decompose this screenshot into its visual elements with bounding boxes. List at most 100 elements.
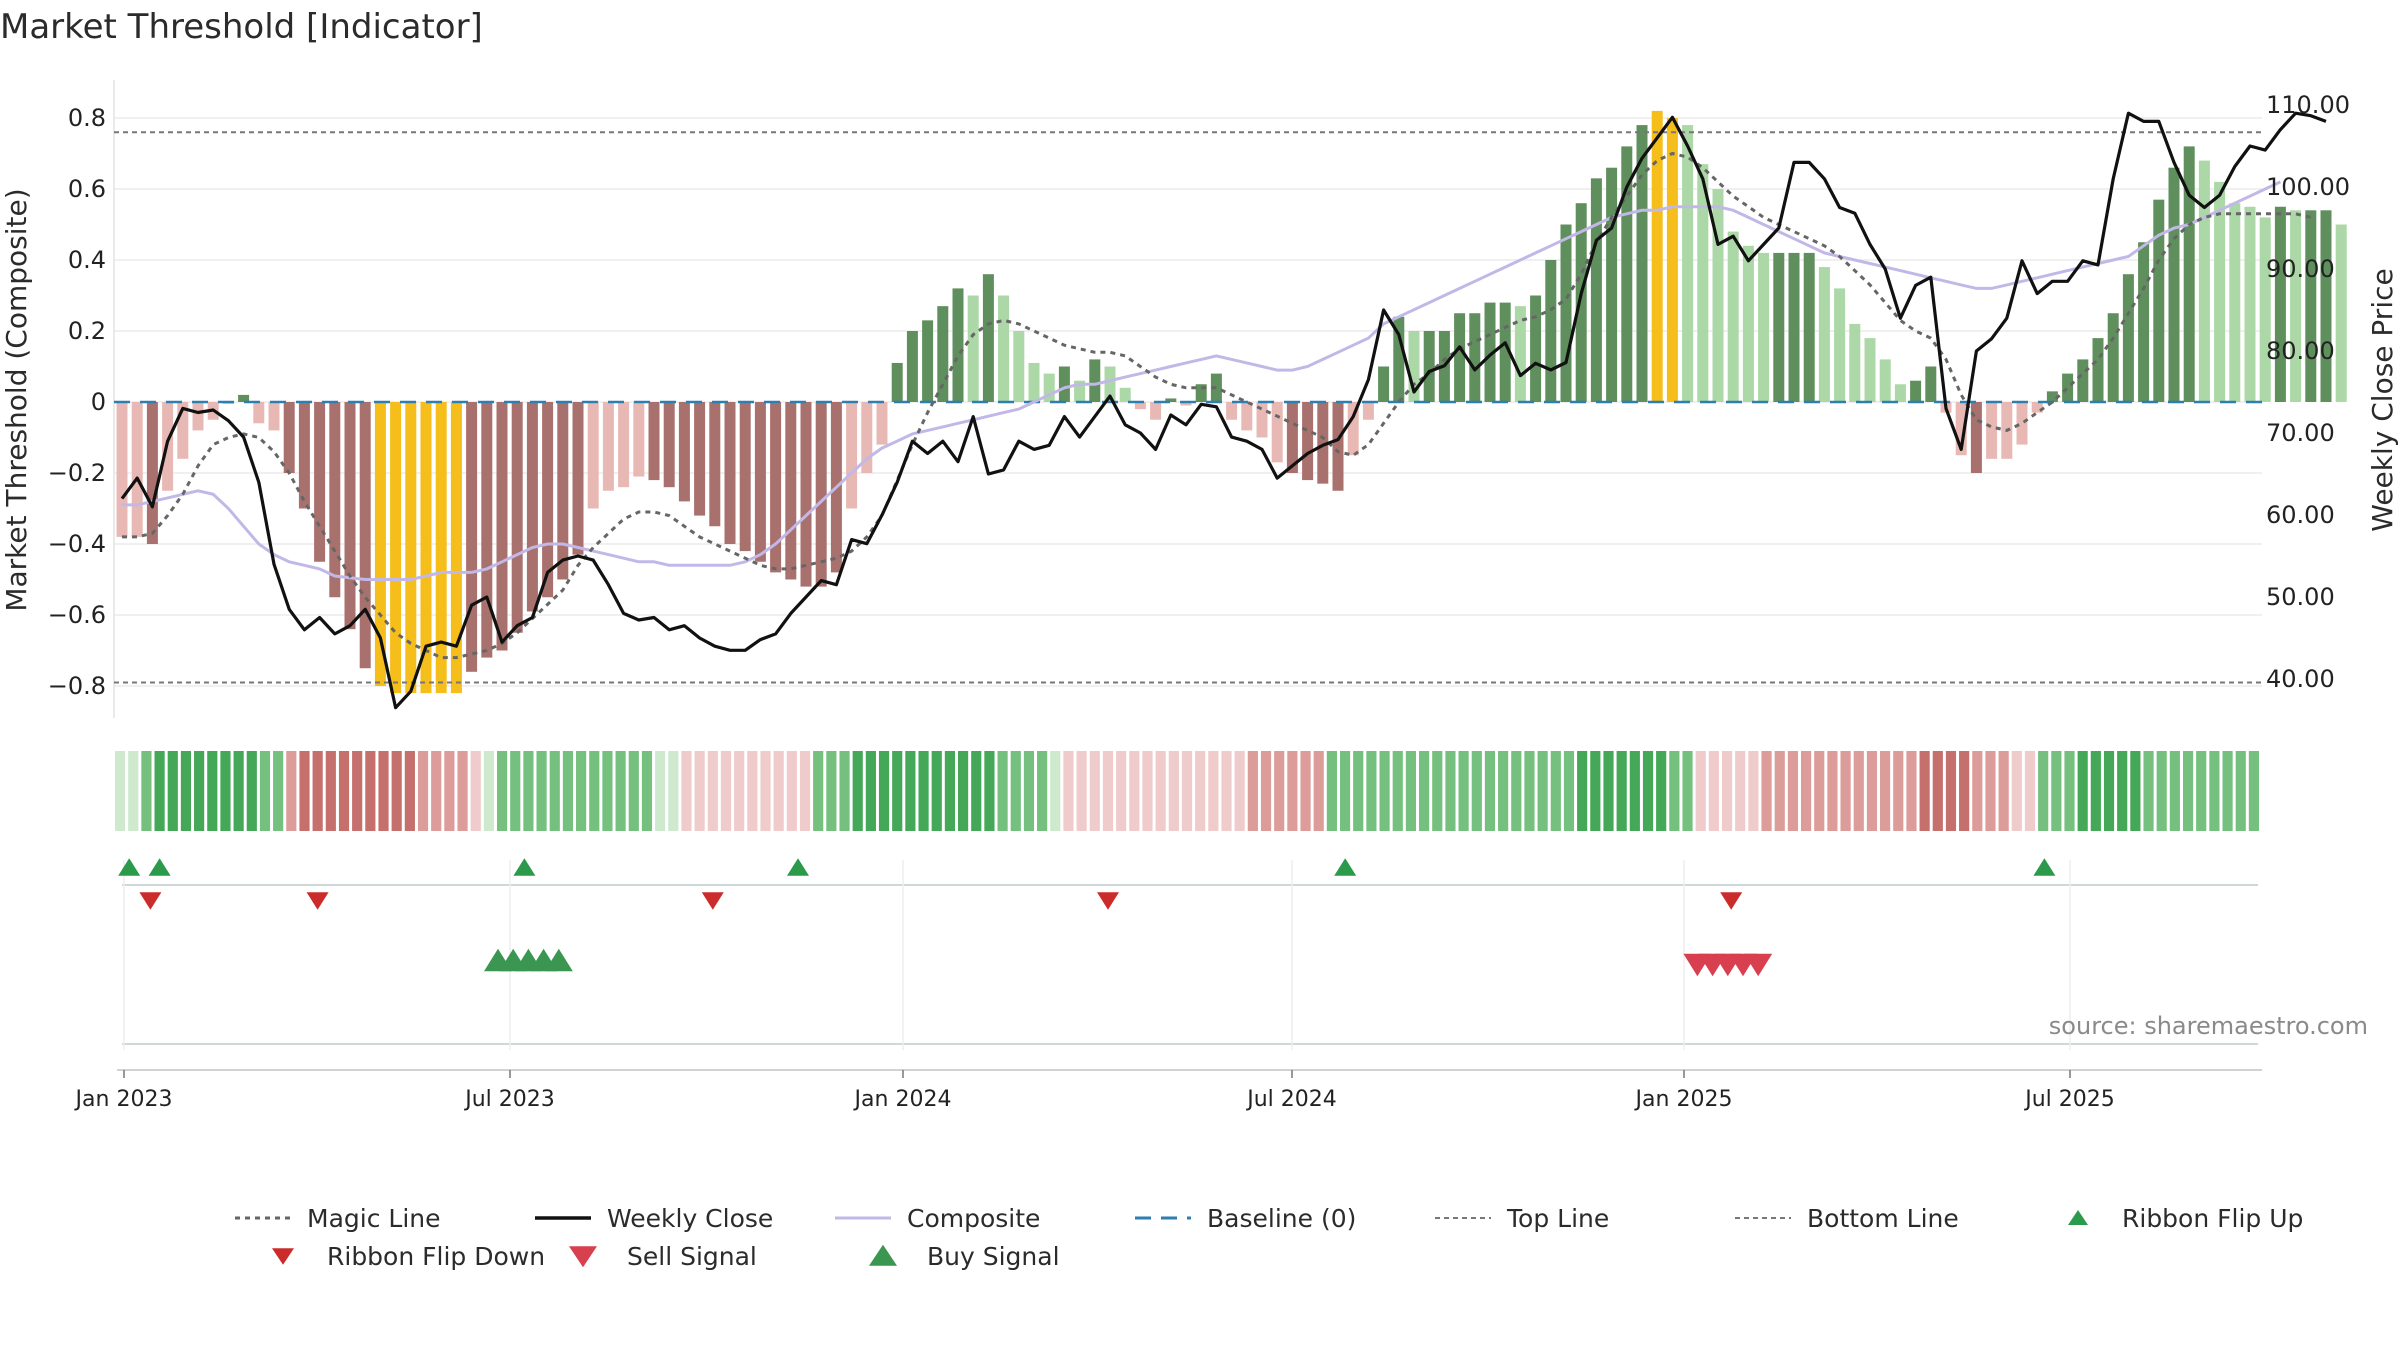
ribbon-flip-down-marker — [1720, 892, 1743, 910]
ribbon-cell — [747, 751, 758, 831]
composite-bar — [116, 402, 128, 537]
ribbon-cell — [628, 751, 639, 831]
composite-bar — [344, 402, 356, 630]
composite-bar — [1514, 306, 1526, 402]
ribbon-cell — [1063, 751, 1074, 831]
composite-bar — [1621, 146, 1633, 402]
ribbon-cell — [483, 751, 494, 831]
composite-bar — [390, 402, 402, 694]
composite-bar — [1469, 313, 1481, 402]
ribbon-cell — [852, 751, 863, 831]
ribbon-cell — [641, 751, 653, 831]
ribbon-cell — [1471, 751, 1482, 831]
ribbon-cell — [1392, 751, 1403, 831]
ribbon-cell — [1669, 751, 1680, 831]
composite-bar — [785, 402, 797, 580]
x-tick-label: Jan 2024 — [853, 1087, 952, 1112]
composite-bar — [2335, 224, 2347, 402]
ribbon-cell — [1550, 751, 1561, 831]
composite-bar — [1925, 366, 1937, 402]
ribbon-cell — [1537, 751, 1548, 831]
ribbon-cell — [1234, 751, 1245, 831]
composite-bar — [1773, 252, 1785, 402]
ribbon-cell — [2182, 751, 2194, 831]
composite-bar — [1970, 402, 1982, 473]
legend-swatch — [569, 1246, 597, 1268]
ribbon-cell — [1748, 751, 1759, 831]
ribbon-cell — [431, 751, 442, 831]
right-tick-label: 50.00 — [2266, 583, 2335, 611]
ribbon-cell — [984, 751, 995, 831]
ribbon-flip-up-marker — [1334, 858, 1357, 876]
left-tick-label: 0.6 — [68, 175, 106, 203]
ribbon-cell — [1774, 751, 1785, 831]
ribbon-cell — [1721, 751, 1733, 831]
composite-bar — [1788, 252, 1800, 402]
composite-bar — [511, 402, 523, 633]
ribbon-cell — [470, 751, 481, 831]
ribbon-cell — [1181, 751, 1193, 831]
composite-bar — [1393, 316, 1405, 402]
composite-bar — [618, 402, 630, 488]
ribbon-cell — [167, 751, 178, 831]
legend-item: Buy Signal — [869, 1242, 1060, 1271]
composite-bar — [1165, 398, 1177, 402]
legend-item: Bottom Line — [1735, 1204, 1959, 1233]
composite-line — [122, 180, 2282, 581]
composite-bar — [2138, 242, 2150, 402]
composite-bar — [678, 402, 690, 502]
legend-item: Composite — [835, 1204, 1040, 1233]
composite-bar — [1575, 203, 1587, 402]
legend-label: Baseline (0) — [1207, 1204, 1356, 1233]
composite-bar — [298, 402, 310, 509]
composite-bar — [405, 402, 417, 694]
ribbon-flip-down-marker — [701, 892, 724, 910]
composite-bar — [952, 288, 964, 402]
ribbon-flip-up-marker — [2033, 858, 2056, 876]
ribbon-cell — [1616, 751, 1627, 831]
ribbon-cell — [918, 751, 929, 831]
x-tick-label: Jan 2025 — [1634, 1087, 1733, 1112]
composite-bar — [1849, 323, 1861, 402]
composite-bar — [937, 306, 949, 402]
ribbon-cell — [602, 751, 613, 831]
ribbon-cell — [1985, 751, 1996, 831]
buy-signal-marker — [544, 948, 573, 972]
ribbon-cell — [194, 751, 205, 831]
legend-label: Weekly Close — [607, 1204, 773, 1233]
right-tick-label: 110.00 — [2266, 91, 2350, 119]
ribbon-cell — [1326, 751, 1337, 831]
ribbon-cell — [259, 751, 271, 831]
ribbon-cell — [1498, 751, 1509, 831]
composite-bar — [572, 402, 584, 555]
composite-bar — [1089, 359, 1101, 402]
ribbon-flip-up-marker — [513, 858, 536, 876]
composite-bar — [1210, 373, 1222, 402]
legend-item: Weekly Close — [535, 1204, 773, 1233]
threshold-lines — [114, 131, 2262, 684]
right-tick-label: 80.00 — [2266, 337, 2335, 365]
right-tick-label: 40.00 — [2266, 665, 2335, 693]
right-tick-label: 60.00 — [2266, 501, 2335, 529]
ribbon-cell — [1919, 751, 1930, 831]
ribbon-cell — [2117, 751, 2128, 831]
x-tick-label: Jul 2023 — [463, 1087, 555, 1112]
legend-label: Bottom Line — [1807, 1204, 1959, 1233]
ribbon-cell — [1313, 751, 1324, 831]
ribbon-cell — [1708, 751, 1719, 831]
ribbon-cell — [2143, 751, 2154, 831]
composite-bar — [1864, 338, 1876, 402]
ribbon-cell — [1287, 751, 1298, 831]
ribbon-cell — [2209, 751, 2220, 831]
ribbon-cell — [1642, 751, 1654, 831]
ribbon-cell — [115, 751, 126, 831]
ribbon-cell — [1511, 751, 1522, 831]
left-tick-label: 0.4 — [68, 246, 106, 274]
composite-bar — [283, 402, 295, 473]
composite-bar — [1180, 402, 1192, 406]
ribbon-cell — [1129, 751, 1140, 831]
ribbon-cell — [2038, 751, 2049, 831]
composite-bar — [770, 402, 782, 573]
ribbon-cell — [404, 751, 415, 831]
